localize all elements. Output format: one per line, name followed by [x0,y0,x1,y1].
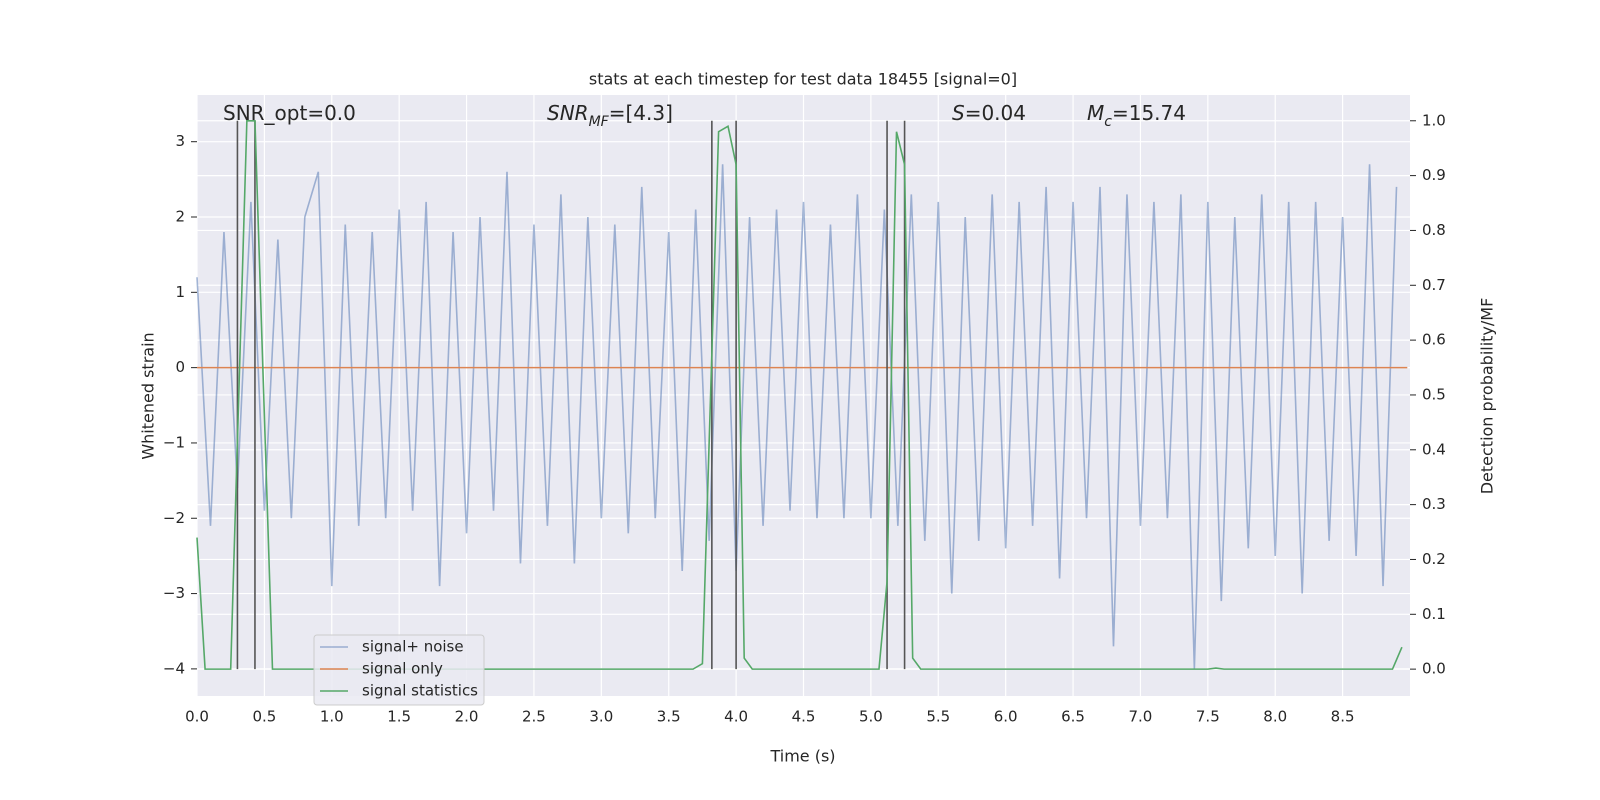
y2-tick-label: 0.7 [1422,276,1446,294]
y2-tick-label: 0.6 [1422,331,1446,349]
y2-tick-label: 0.4 [1422,440,1446,458]
x-tick-label: 4.5 [792,708,816,726]
y-tick-label: 2 [175,208,185,226]
y2-tick-label: 0.2 [1422,550,1446,568]
x-tick-label: 0.0 [185,708,209,726]
x-axis-label: Time (s) [769,747,835,766]
x-tick-label: 3.0 [589,708,613,726]
x-tick-label: 5.0 [859,708,883,726]
x-tick-label: 2.5 [522,708,546,726]
annotation-text: =0.04 [965,101,1026,125]
x-tick-label: 1.0 [320,708,344,726]
y-tick-label: 1 [175,283,185,301]
x-tick-label: 7.0 [1129,708,1153,726]
y-tick-label: −1 [163,433,185,451]
series-line [196,164,1398,669]
series-line [196,119,1403,670]
x-tick-label: 6.5 [1061,708,1085,726]
y2-tick-label: 0.0 [1422,660,1446,678]
y-tick-label: 0 [175,358,185,376]
x-tick-label: 7.5 [1196,708,1220,726]
annotation: SNR_opt=0.0 [223,101,356,125]
y-axis-label: Whitened strain [139,332,158,459]
x-tick-label: 1.5 [387,708,411,726]
annotation: Mc=15.74 [1087,101,1186,131]
legend-label: signal only [362,660,443,678]
x-tick-label: 4.0 [724,708,748,726]
annotation-subscript: MF [589,114,610,130]
y2-tick-label: 0.9 [1422,166,1446,184]
legend [313,634,485,706]
y2-tick-label: 0.8 [1422,221,1446,239]
y2-tick-label: 0.3 [1422,495,1446,513]
annotation-text: SNR_opt=0.0 [223,101,356,125]
y2-tick-label: 0.1 [1422,605,1446,623]
y-tick-label: −2 [163,509,185,527]
x-tick-label: 6.0 [994,708,1018,726]
x-tick-label: 0.5 [252,708,276,726]
annotation: S=0.04 [952,101,1026,125]
annotation-symbol: SNR [547,101,589,125]
legend-label: signal+ noise [362,638,464,656]
x-tick-label: 8.0 [1263,708,1287,726]
annotation-symbol: S [952,101,965,125]
x-tick-label: 3.5 [657,708,681,726]
y-tick-label: −4 [163,659,185,677]
annotation: SNRMF=[4.3] [547,101,673,131]
x-tick-label: 2.0 [455,708,479,726]
annotation-text: =15.74 [1112,101,1186,125]
y-tick-label: 3 [175,132,185,150]
annotation-text: =[4.3] [609,101,673,125]
y-tick-label: −3 [163,584,185,602]
annotation-subscript: c [1104,114,1112,130]
x-tick-label: 5.5 [926,708,950,726]
y2-tick-label: 1.0 [1422,111,1446,129]
x-tick-label: 8.5 [1331,708,1355,726]
y2-tick-label: 0.5 [1422,385,1446,403]
legend-label: signal statistics [362,682,478,700]
annotation-symbol: M [1087,101,1104,125]
y2-axis-label: Detection probability/MF [1478,298,1497,495]
chart-title: stats at each timestep for test data 184… [589,70,1017,89]
